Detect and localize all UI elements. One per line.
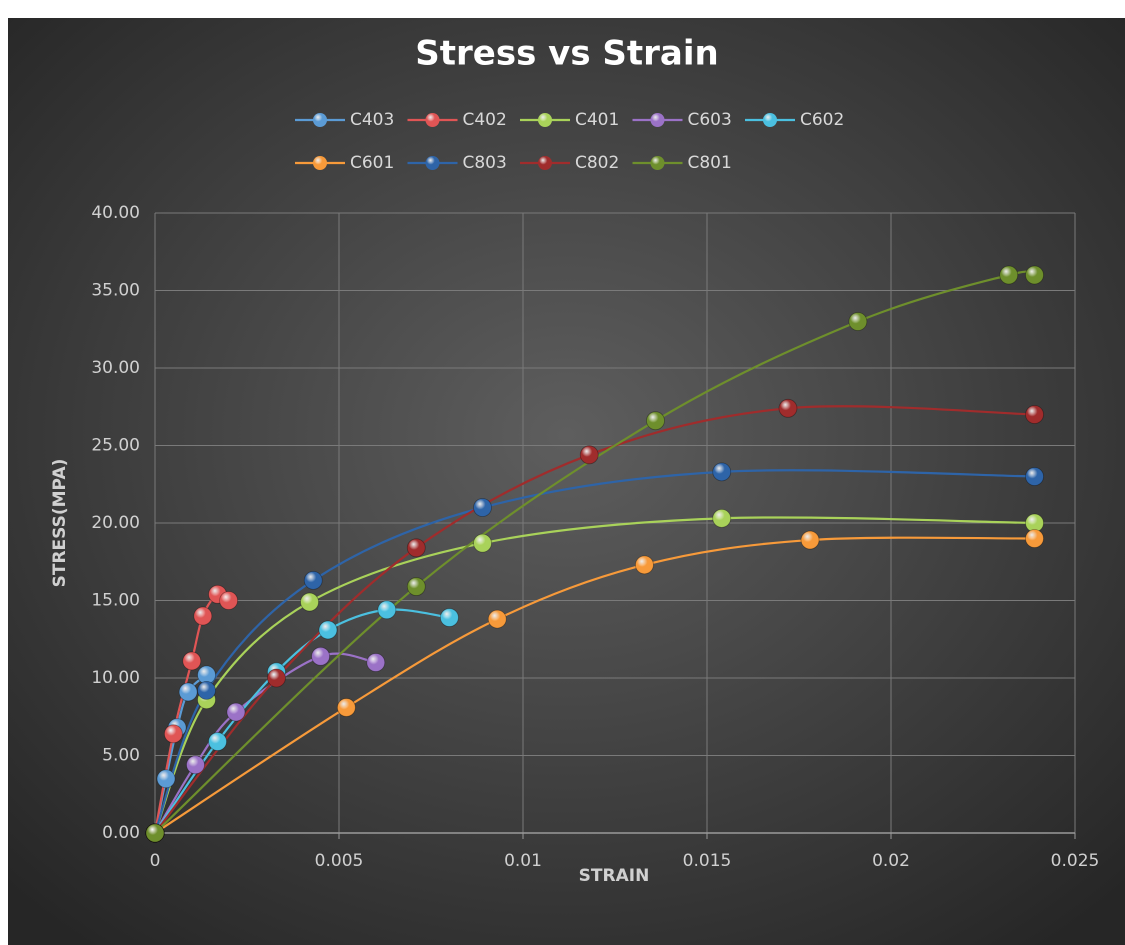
legend-label: C801 xyxy=(688,153,732,173)
data-point xyxy=(163,724,183,744)
data-point xyxy=(303,570,323,590)
data-point xyxy=(186,755,205,775)
data-point xyxy=(646,411,665,431)
data-point xyxy=(300,592,319,612)
data-point xyxy=(579,445,599,465)
x-tick-label: 0 xyxy=(150,851,161,871)
legend-label: C602 xyxy=(800,110,844,130)
legend-marker xyxy=(425,156,440,170)
series-line xyxy=(154,536,1035,834)
data-point xyxy=(377,600,397,620)
data-point xyxy=(226,702,246,722)
data-point xyxy=(311,646,331,666)
data-point xyxy=(366,653,386,672)
data-point xyxy=(1025,467,1044,486)
legend-label: C603 xyxy=(688,110,732,130)
data-point xyxy=(406,577,426,596)
legend-marker xyxy=(425,113,440,127)
y-tick-label: 20.00 xyxy=(91,513,140,533)
data-point xyxy=(800,530,820,550)
data-point xyxy=(848,312,868,331)
y-tick-label: 25.00 xyxy=(91,436,140,456)
data-point xyxy=(1025,529,1044,548)
legend-label: C401 xyxy=(575,110,619,130)
data-point xyxy=(336,698,356,717)
chart-background xyxy=(8,18,1125,945)
y-tick-label: 0.00 xyxy=(102,823,140,843)
legend-marker xyxy=(650,156,665,170)
legend-marker xyxy=(763,113,777,127)
y-tick-label: 35.00 xyxy=(91,281,140,301)
x-axis-title: STRAIN xyxy=(579,866,650,886)
legend-marker xyxy=(313,113,327,127)
x-tick-label: 0.025 xyxy=(1051,851,1100,871)
data-point xyxy=(1025,265,1044,285)
legend-label: C803 xyxy=(463,153,507,173)
y-tick-label: 5.00 xyxy=(102,746,140,766)
legend-marker xyxy=(650,113,665,127)
data-point xyxy=(712,462,732,482)
y-tick-label: 30.00 xyxy=(91,358,140,378)
data-point xyxy=(999,265,1019,285)
chart-title: Stress vs Strain xyxy=(415,34,718,74)
legend-marker xyxy=(313,156,327,170)
legend-label: C402 xyxy=(463,110,507,130)
data-point xyxy=(197,681,216,700)
data-point xyxy=(635,555,654,575)
data-point xyxy=(439,608,459,627)
legend-label: C601 xyxy=(350,153,394,173)
data-point xyxy=(712,508,732,528)
legend-marker xyxy=(538,113,552,127)
x-tick-label: 0.02 xyxy=(872,851,910,871)
x-tick-label: 0.005 xyxy=(315,851,364,871)
data-point xyxy=(182,651,202,671)
data-point xyxy=(318,620,338,640)
series-line xyxy=(154,405,1035,834)
data-point xyxy=(219,591,239,610)
y-tick-label: 15.00 xyxy=(91,591,140,611)
data-point xyxy=(406,538,426,558)
legend-marker xyxy=(538,156,552,170)
x-tick-label: 0.01 xyxy=(504,851,542,871)
y-tick-label: 10.00 xyxy=(91,668,140,688)
data-point xyxy=(267,668,286,688)
data-point xyxy=(473,498,492,517)
data-point xyxy=(193,606,213,626)
y-axis-title: STRESS(MPA) xyxy=(50,459,70,588)
legend-label: C802 xyxy=(575,153,619,173)
data-point xyxy=(156,769,176,789)
y-tick-label: 40.00 xyxy=(91,203,140,223)
x-tick-label: 0.015 xyxy=(683,851,732,871)
data-point xyxy=(145,823,165,843)
data-point xyxy=(487,609,507,629)
legend-label: C403 xyxy=(350,110,394,130)
data-point xyxy=(473,533,492,553)
data-point xyxy=(1025,405,1044,424)
data-point xyxy=(778,398,798,418)
data-point xyxy=(208,732,227,751)
data-point xyxy=(178,682,198,702)
